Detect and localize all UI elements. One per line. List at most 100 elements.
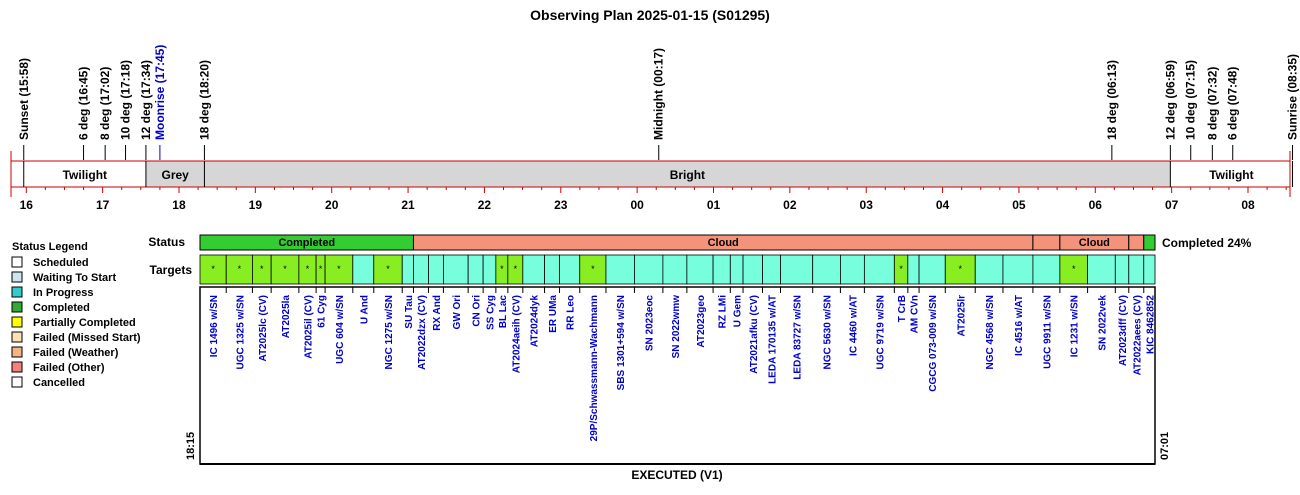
event-label: 10 deg (07:15) bbox=[1184, 60, 1198, 140]
target-cell[interactable] bbox=[662, 254, 688, 285]
target-name[interactable]: UGC 9911 w/SN bbox=[1042, 295, 1053, 369]
target-name[interactable]: AT2023dff (CV) bbox=[1118, 295, 1129, 366]
target-cell[interactable] bbox=[762, 254, 781, 285]
event-label: Midnight (00:17) bbox=[652, 48, 666, 140]
target-name[interactable]: NGC 1275 w/SN bbox=[384, 295, 395, 369]
target-cell[interactable] bbox=[482, 254, 497, 285]
target-cell[interactable] bbox=[605, 254, 635, 285]
target-name[interactable]: AT2022dzx (CV) bbox=[417, 295, 428, 370]
target-name[interactable]: ER UMa bbox=[548, 295, 559, 333]
legend-swatch bbox=[11, 346, 23, 358]
target-mark: * bbox=[337, 264, 341, 274]
target-name[interactable]: GW Ori bbox=[452, 295, 463, 330]
target-cell[interactable] bbox=[1059, 254, 1088, 285]
target-cell[interactable] bbox=[401, 254, 414, 285]
target-cell[interactable] bbox=[544, 254, 560, 285]
target-cell[interactable] bbox=[1128, 254, 1145, 285]
target-name[interactable]: T CrB bbox=[897, 295, 908, 322]
event-label: 10 deg (17:18) bbox=[119, 60, 133, 140]
target-cell[interactable] bbox=[729, 254, 744, 285]
target-cell[interactable] bbox=[780, 254, 814, 285]
target-name[interactable]: IC 1231 w/SN bbox=[1070, 295, 1081, 357]
target-name[interactable]: RZ LMi bbox=[718, 295, 729, 329]
target-name[interactable]: CN Ori bbox=[472, 295, 483, 327]
target-cell[interactable] bbox=[413, 254, 429, 285]
target-name[interactable]: UGC 9719 w/SN bbox=[875, 295, 886, 369]
target-cell[interactable] bbox=[863, 254, 895, 285]
target-name[interactable]: AT2025la bbox=[281, 295, 292, 339]
target-cell[interactable] bbox=[522, 254, 545, 285]
target-cell[interactable] bbox=[467, 254, 484, 285]
target-cell[interactable] bbox=[1002, 254, 1034, 285]
target-name[interactable]: AT2021afku (CV) bbox=[749, 295, 760, 374]
legend-swatch bbox=[11, 256, 23, 268]
target-name[interactable]: AT2025lr bbox=[956, 295, 967, 337]
target-name[interactable]: SS Cyg bbox=[485, 295, 496, 330]
status-segment-label: Cloud bbox=[708, 237, 739, 249]
target-cell[interactable] bbox=[225, 254, 253, 285]
target-cell[interactable] bbox=[907, 254, 920, 285]
target-name[interactable]: BL Lac bbox=[498, 295, 509, 329]
axis-tick-label: 02 bbox=[783, 198, 797, 212]
target-cell[interactable] bbox=[428, 254, 444, 285]
axis-tick-label: 21 bbox=[401, 198, 415, 212]
target-name[interactable]: NGC 5630 w/SN bbox=[823, 295, 834, 369]
target-name[interactable]: IC 4460 w/AT bbox=[848, 295, 859, 356]
target-cell[interactable] bbox=[944, 254, 976, 285]
target-name[interactable]: SN 2023eoc bbox=[645, 295, 656, 352]
target-cell[interactable] bbox=[443, 254, 469, 285]
target-cell[interactable] bbox=[1087, 254, 1116, 285]
axis-tick-label: 17 bbox=[96, 198, 110, 212]
axis-tick-label: 18 bbox=[172, 198, 186, 212]
target-name[interactable]: AT2025il (CV) bbox=[303, 295, 314, 359]
target-cell[interactable] bbox=[742, 254, 763, 285]
target-mark: * bbox=[899, 264, 903, 274]
target-cell[interactable] bbox=[199, 254, 227, 285]
target-name[interactable]: U And bbox=[359, 295, 370, 324]
target-name[interactable]: SN 2022wmw bbox=[671, 295, 682, 359]
target-name[interactable]: RX And bbox=[432, 295, 443, 331]
target-cell[interactable] bbox=[918, 254, 946, 285]
target-name[interactable]: AT2024aeih (CV) bbox=[511, 295, 522, 373]
target-mark: * bbox=[306, 264, 310, 274]
target-name[interactable]: IC 1496 w/SN bbox=[209, 295, 220, 357]
target-name[interactable]: LEDA 83727 w/SN bbox=[793, 295, 804, 380]
target-name[interactable]: NGC 4568 w/SN bbox=[985, 295, 996, 369]
target-cell[interactable] bbox=[1114, 254, 1130, 285]
event-label: 18 deg (18:20) bbox=[197, 60, 211, 140]
legend-item: Failed (Weather) bbox=[33, 347, 119, 359]
target-name[interactable]: AT2022aees (CV) bbox=[1132, 295, 1143, 375]
target-name[interactable]: LEDA 170135 w/AT bbox=[768, 295, 779, 384]
target-cell[interactable] bbox=[840, 254, 865, 285]
target-cell[interactable] bbox=[1143, 254, 1156, 285]
target-name[interactable]: AT2025lc (CV) bbox=[258, 295, 269, 362]
target-name[interactable]: KIC 8462852 bbox=[1145, 295, 1156, 354]
target-name[interactable]: CGCG 073-009 w/SN bbox=[928, 295, 939, 392]
executed-label: EXECUTED (V1) bbox=[631, 468, 722, 482]
target-name[interactable]: AM CVn bbox=[909, 295, 920, 333]
target-name[interactable]: 29P/Schwassmann-Wachmann bbox=[589, 295, 600, 441]
target-name[interactable]: SBS 1301+594 w/SN bbox=[616, 295, 627, 390]
target-name[interactable]: U Gem bbox=[733, 295, 744, 327]
target-name[interactable]: RR Leo bbox=[566, 295, 577, 330]
target-name[interactable]: IC 4516 w/AT bbox=[1014, 295, 1025, 356]
target-cell[interactable] bbox=[559, 254, 581, 285]
target-cell[interactable] bbox=[712, 254, 731, 285]
target-cell[interactable] bbox=[634, 254, 664, 285]
target-cell[interactable] bbox=[373, 254, 403, 285]
target-name[interactable]: SU Tau bbox=[404, 295, 415, 329]
target-cell[interactable] bbox=[1032, 254, 1061, 285]
target-name[interactable]: SN 2022vek bbox=[1097, 295, 1108, 351]
target-name[interactable]: 61 Cyg bbox=[317, 295, 328, 328]
axis-tick-label: 22 bbox=[478, 198, 492, 212]
target-name[interactable]: UGC 604 w/SN bbox=[335, 295, 346, 364]
target-cell[interactable] bbox=[812, 254, 841, 285]
target-cell[interactable] bbox=[686, 254, 714, 285]
axis-tick-label: 08 bbox=[1241, 198, 1255, 212]
target-name[interactable]: UGC 1325 w/SN bbox=[235, 295, 246, 369]
target-name[interactable]: AT2023geo bbox=[696, 295, 707, 348]
target-cell[interactable] bbox=[352, 254, 375, 285]
target-name[interactable]: AT2024dyk bbox=[530, 295, 541, 348]
target-cell[interactable] bbox=[974, 254, 1004, 285]
status-segment bbox=[1143, 234, 1156, 251]
